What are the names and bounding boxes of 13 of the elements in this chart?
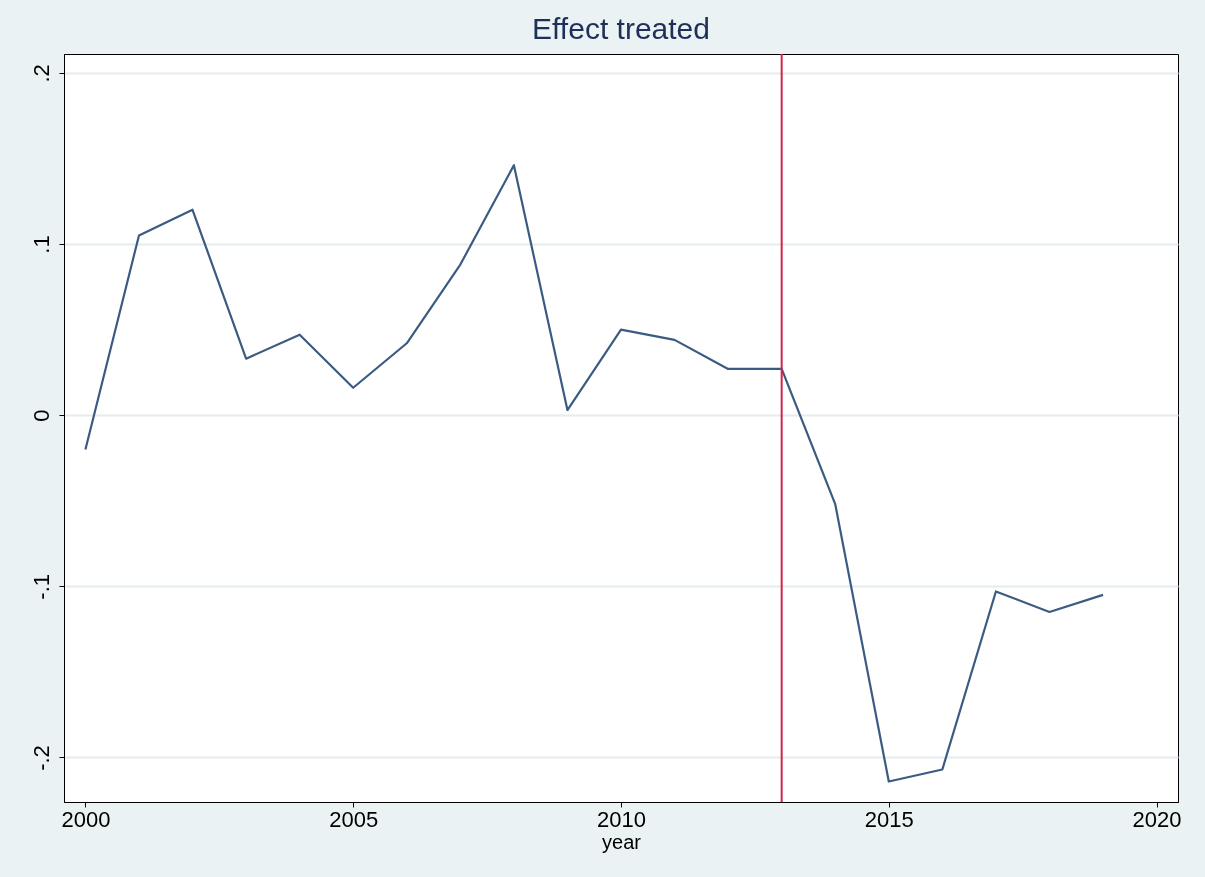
x-tick-label: 2010 [597, 806, 646, 832]
y-tick-label: 0 [28, 409, 54, 422]
chart-title: Effect treated [532, 12, 710, 45]
x-tick-label: 2015 [864, 806, 914, 832]
x-tick-label: 2000 [61, 806, 111, 832]
y-tick-label: .2 [28, 64, 54, 83]
x-axis-title: year [602, 830, 642, 853]
x-tick-label: 2005 [329, 806, 379, 832]
line-series [84, 164, 1105, 783]
y-tick-label: -.2 [28, 745, 54, 771]
y-tick-label: -.1 [28, 573, 54, 600]
x-tick-label: 2020 [1132, 806, 1182, 832]
y-tick-label: .1 [28, 235, 54, 254]
